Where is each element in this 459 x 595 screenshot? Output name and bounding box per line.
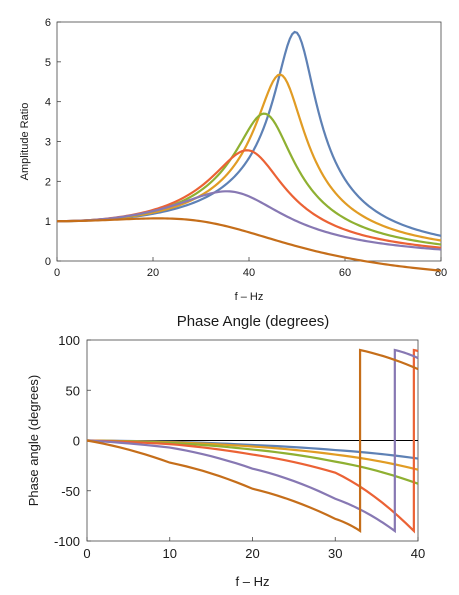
top-x-ticks: 0 20 40 60 80: [54, 257, 447, 279]
bottom-y-tick-label: 100: [58, 333, 80, 348]
top-x-tick-label: 40: [243, 267, 255, 279]
phase-chart-title: Phase Angle (degrees): [177, 313, 330, 330]
top-y-tick-label: 5: [45, 57, 51, 69]
bottom-y-tick-label: 0: [73, 434, 80, 449]
bottom-y-tick-label: -100: [54, 534, 80, 549]
top-x-tick-label: 60: [339, 267, 351, 279]
phase-angle-chart: Phase Angle (degrees) 0 10 20 30 40 -100 -50 0…: [26, 313, 425, 589]
bottom-x-tick-label: 20: [245, 546, 259, 561]
top-x-tick-label: 80: [435, 267, 447, 279]
top-y-tick-label: 6: [45, 17, 51, 29]
bottom-x-tick-label: 10: [163, 546, 177, 561]
bottom-x-tick-label: 0: [83, 546, 90, 561]
bottom-y-axis-label: Phase angle (degrees): [26, 375, 41, 507]
bottom-x-ticks: 0 10 20 30 40: [83, 537, 425, 561]
top-y-tick-label: 2: [45, 176, 51, 188]
phase-series-line: [86, 348, 419, 534]
top-y-tick-label: 4: [45, 97, 51, 109]
phase-series-line: [86, 348, 419, 533]
top-x-tick-label: 20: [147, 267, 159, 279]
amplitude-series-line: [56, 217, 442, 272]
bottom-y-tick-label: -50: [61, 484, 80, 499]
top-series-group: [56, 30, 442, 272]
amplitude-series-line: [56, 190, 442, 251]
bottom-x-tick-label: 30: [328, 546, 342, 561]
top-y-tick-label: 3: [45, 137, 51, 149]
amplitude-series-line: [56, 30, 442, 237]
top-y-axis-label: Amplitude Ratio: [19, 103, 31, 181]
top-x-tick-label: 0: [54, 267, 60, 279]
top-y-ticks: 0 1 2 3 4 5 6: [45, 17, 61, 268]
top-y-tick-label: 0: [45, 256, 51, 268]
bottom-y-ticks: -100 -50 0 50 100: [54, 333, 91, 549]
amplitude-ratio-chart: 0 20 40 60 80 0 1 2 3 4 5 6 f – Hz Amplitude Ratio: [19, 17, 447, 303]
top-x-axis-label: f – Hz: [235, 291, 264, 303]
phase-series-line: [86, 348, 419, 534]
bottom-series-group: [86, 348, 419, 534]
top-y-tick-label: 1: [45, 216, 51, 228]
bottom-x-tick-label: 40: [411, 546, 425, 561]
bottom-y-tick-label: 50: [66, 383, 80, 398]
bottom-x-axis-label: f – Hz: [236, 574, 270, 589]
